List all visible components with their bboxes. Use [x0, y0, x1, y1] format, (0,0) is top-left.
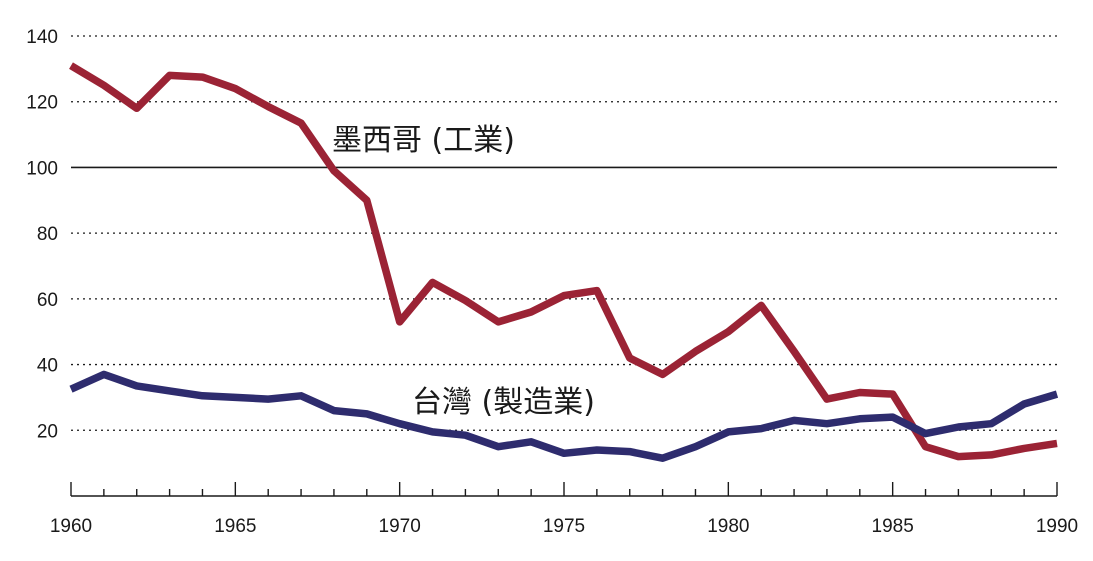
series-labels: 墨西哥 (工業) 台灣 (製造業) [332, 123, 595, 420]
y-tick-label-20: 20 [37, 421, 58, 442]
axes: 20 40 60 80 100 120 140 1960 1965 1970 1975 1980 198… [26, 27, 1078, 537]
x-tick-label-1980: 1980 [707, 516, 749, 537]
y-tick-label-60: 60 [37, 290, 58, 311]
x-tick-label-1965: 1965 [214, 516, 256, 537]
y-tick-label-140: 140 [26, 27, 58, 48]
x-tick-label-1975: 1975 [543, 516, 585, 537]
grid-lines [71, 35, 1057, 431]
x-tick-label-1960: 1960 [50, 516, 92, 537]
y-tick-label-80: 80 [37, 224, 58, 245]
series-label-0: 墨西哥 (工業) [332, 123, 515, 158]
series-line-0 [69, 62, 1058, 461]
x-tick-label-1985: 1985 [872, 516, 914, 537]
y-tick-label-40: 40 [37, 356, 58, 377]
x-tick-label-1970: 1970 [379, 516, 421, 537]
series-lines [69, 62, 1059, 462]
x-tick-label-1990: 1990 [1036, 516, 1078, 537]
series-line-1 [69, 370, 1059, 462]
y-tick-label-120: 120 [26, 93, 58, 114]
series-label-1: 台灣 (製造業) [412, 385, 595, 420]
y-tick-label-100: 100 [26, 158, 58, 179]
